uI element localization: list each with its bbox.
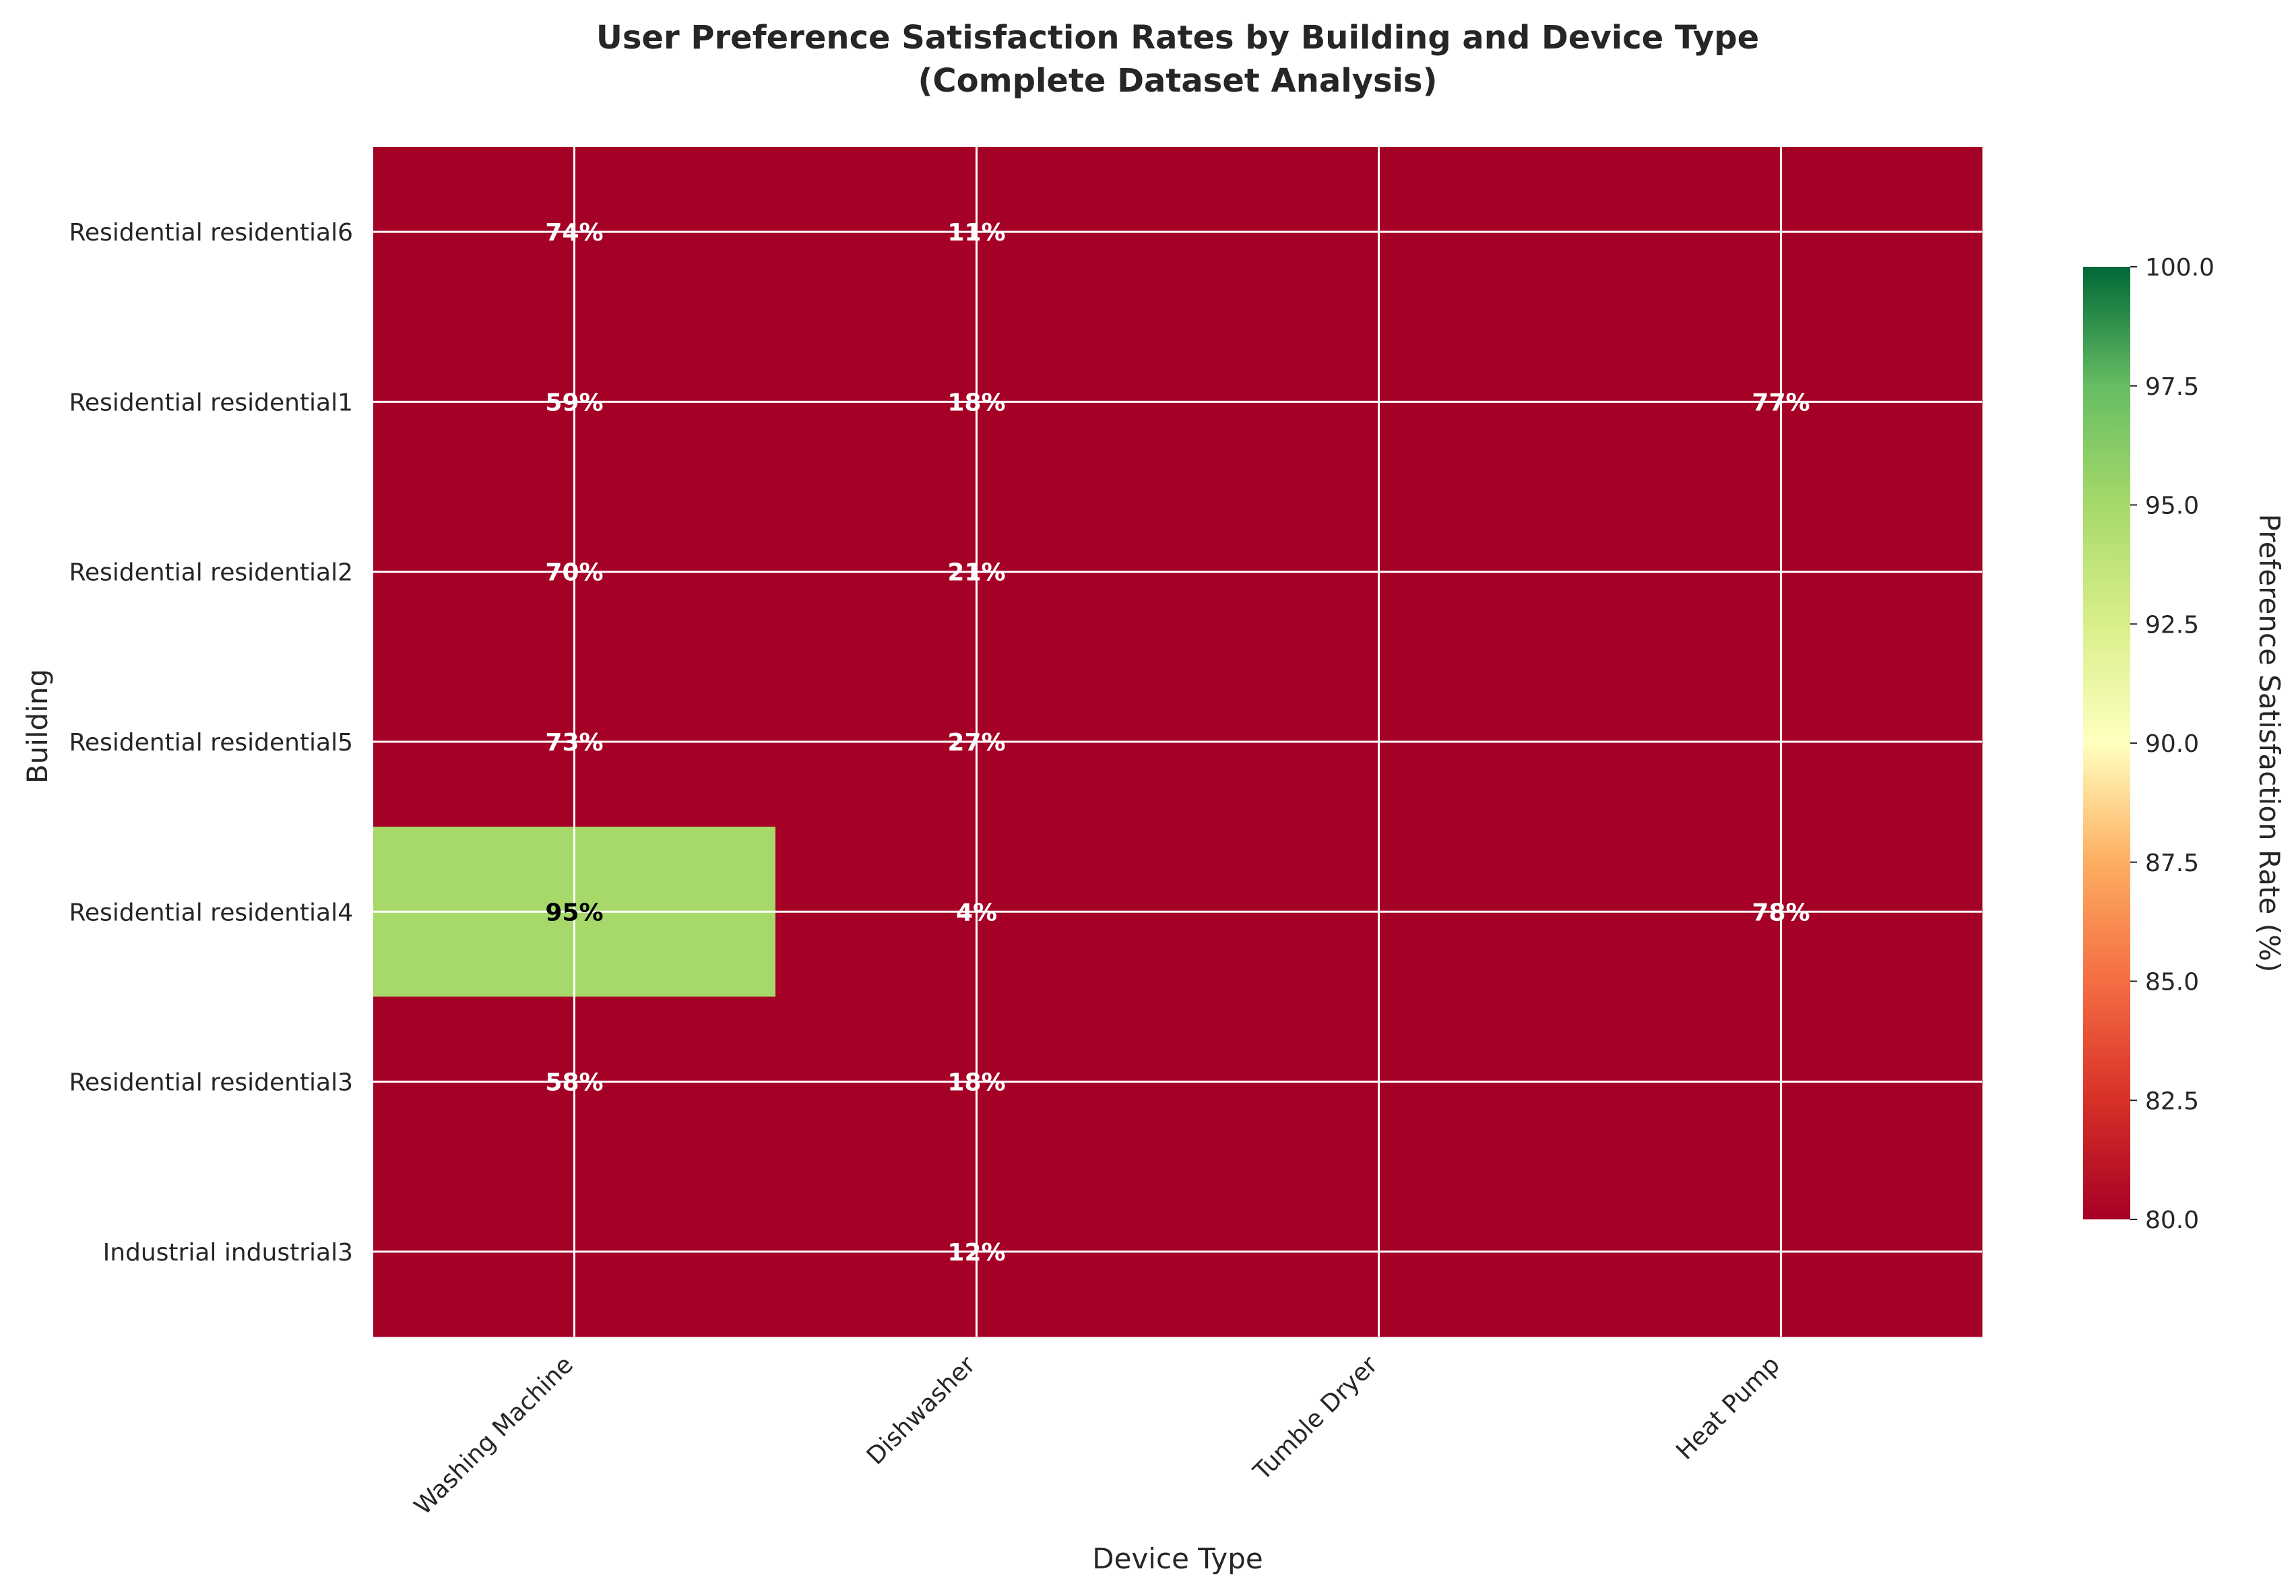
colorbar-tick-label: 82.5 [2145,1087,2199,1115]
y-tick-labels: Residential residential6 Residential resi… [69,219,353,1267]
heatmap-cell-labels: 74% 11% 59% 18% 77% 70% 21% 73% 27% 95% 4% 78% 58% 18… [545,219,1810,1267]
x-tick-label: Tumble Dryer [1248,1351,1383,1486]
heatmap-grid [373,147,1982,1337]
cell-label: 58% [545,1069,603,1097]
cell-label: 4% [956,899,997,926]
colorbar-label: Preference Satisfaction Rate (%) [2253,514,2286,973]
cell-label: 18% [947,389,1005,416]
colorbar-tick-label: 87.5 [2145,850,2199,877]
x-tick-labels: Washing Machine Dishwasher Tumble Dryer Hea… [409,1351,1785,1521]
cell-label: 73% [545,729,603,757]
cell-label: 27% [947,729,1005,757]
cell-label: 70% [545,559,603,587]
y-tick-label: Residential residential6 [69,219,353,247]
cell-label: 95% [545,899,603,926]
cell-label: 77% [1752,389,1810,416]
cell-label: 21% [947,559,1005,587]
x-tick-label: Washing Machine [409,1351,579,1521]
colorbar-tick-label: 97.5 [2145,373,2199,401]
y-tick-label: Residential residential4 [69,899,353,926]
y-tick-label: Industrial industrial3 [103,1239,353,1267]
colorbar-tick-label: 95.0 [2145,492,2199,520]
x-tick-label: Heat Pump [1671,1351,1785,1465]
cell-label: 18% [947,1069,1005,1097]
cell-label: 12% [947,1239,1005,1267]
colorbar-tick-label: 92.5 [2145,611,2199,639]
x-tick-label: Dishwasher [862,1351,981,1470]
colorbar-ticks: 80.0 82.5 85.0 87.5 90.0 92.5 95.0 97.5 100.0 [2130,254,2214,1234]
y-tick-label: Residential residential2 [69,559,353,587]
y-tick-label: Residential residential1 [69,389,353,416]
colorbar [2083,267,2130,1219]
y-tick-label: Residential residential5 [69,729,353,757]
cell-label: 78% [1752,899,1810,926]
chart-title-line-2: (Complete Dataset Analysis) [918,62,1437,100]
colorbar-tick-label: 80.0 [2145,1207,2199,1234]
x-axis-label: Device Type [1092,1542,1263,1575]
cell-label: 59% [545,389,603,416]
y-tick-label: Residential residential3 [69,1069,353,1097]
cell-label: 11% [947,219,1005,247]
y-axis-label: Building [21,669,54,784]
cell-label: 74% [545,219,603,247]
colorbar-tick-label: 100.0 [2145,254,2214,282]
chart-title-line-1: User Preference Satisfaction Rates by Bu… [596,19,1759,57]
colorbar-tick-label: 90.0 [2145,730,2199,758]
colorbar-tick-label: 85.0 [2145,969,2199,996]
